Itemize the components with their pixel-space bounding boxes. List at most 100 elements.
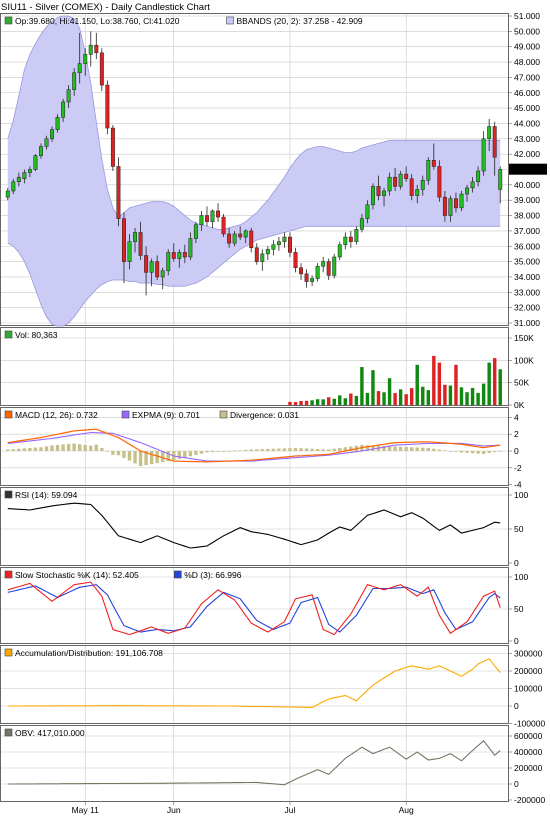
volume-bar	[393, 393, 397, 405]
divergence-bar	[409, 447, 414, 451]
candle-body	[110, 127, 115, 167]
candle-body	[77, 63, 82, 74]
candle	[205, 206, 209, 227]
panel-rsi: 100 50 0 RSI (14): 59.094	[0, 487, 528, 568]
stoch-k-line	[7, 581, 501, 636]
price-legend-label-0: Op:39.680, Hi:41.150, Lo:38.760, Cl:41.0…	[15, 16, 180, 26]
candle-body	[160, 270, 165, 278]
divergence-bar	[481, 451, 486, 455]
candle-body	[365, 204, 370, 219]
candle	[271, 240, 276, 256]
candle	[282, 232, 287, 248]
candle	[138, 221, 143, 261]
x-axis: May 11 Jun Jul Aug	[72, 801, 414, 815]
volume-bar	[304, 400, 309, 405]
obv-legend-label-0: OBV: 417,010.000	[15, 728, 85, 738]
candle-body	[22, 172, 27, 179]
candle	[348, 230, 353, 248]
x-tick-label-1: Jun	[167, 805, 181, 815]
candle	[265, 246, 270, 261]
divergence-bar	[33, 447, 38, 451]
divergence-bar	[22, 448, 27, 451]
candle	[299, 263, 303, 281]
candle-body	[470, 181, 475, 189]
candle-body	[193, 224, 198, 239]
rsi-legend-label-0: RSI (14): 59.094	[15, 490, 78, 500]
candle	[177, 249, 182, 268]
divergence-bar	[44, 446, 49, 451]
price-tick-label-9: 42.000	[514, 149, 540, 159]
divergence-bar	[66, 443, 71, 451]
candle-body	[83, 54, 88, 64]
volume-bar	[492, 358, 497, 405]
candle-body	[382, 190, 386, 196]
divergence-bar	[260, 449, 265, 451]
candle-body	[343, 236, 348, 245]
volume-bar	[409, 388, 414, 405]
chart-title: SIU11 - Silver (COMEX) - Daily Candlesti…	[1, 2, 210, 13]
divergence-bar	[432, 448, 436, 451]
candle	[72, 68, 77, 96]
price-tick-label-11: 40.000	[514, 180, 540, 190]
volume-bar	[315, 399, 320, 405]
divergence-bar	[271, 448, 276, 451]
divergence-bar	[183, 451, 187, 458]
candle-body	[431, 160, 436, 167]
divergence-bar	[349, 446, 353, 451]
stoch-legend-label-1: %D (3): 66.996	[184, 570, 241, 580]
candle	[99, 48, 104, 92]
candle	[376, 175, 381, 201]
ad-legend-swatch-0	[4, 648, 13, 657]
candle	[442, 190, 447, 222]
candle-body	[210, 210, 215, 222]
candle	[171, 243, 176, 262]
candle-body	[238, 233, 243, 238]
candle	[39, 143, 43, 159]
candle-body	[155, 261, 160, 278]
divergence-bar	[454, 451, 458, 452]
candle	[55, 114, 60, 133]
candle-body	[221, 216, 226, 235]
divergence-bar	[188, 451, 193, 457]
divergence-bar	[299, 448, 303, 451]
price-tick-label-6: 45.000	[514, 103, 540, 113]
divergence-bar	[100, 447, 104, 451]
candle	[66, 85, 71, 109]
volume-tick-label-1: 100K	[514, 355, 534, 365]
last-price-marker	[509, 163, 547, 175]
candle	[110, 124, 115, 172]
volume-bar	[498, 369, 502, 405]
divergence-bar	[343, 447, 348, 451]
candle-body	[16, 176, 21, 183]
divergence-bar	[210, 451, 215, 453]
volume-bar	[332, 398, 336, 405]
candle	[232, 230, 237, 247]
candle-body	[216, 210, 220, 218]
obv-tick-label-4: -200000	[514, 795, 545, 805]
candle	[332, 253, 337, 279]
obv-tick-label-1: 400000	[514, 747, 543, 757]
macd-tick-label-2: 0	[514, 446, 519, 456]
price-tick-label-15: 36.000	[514, 241, 540, 251]
volume-bar	[310, 400, 314, 405]
divergence-bar	[116, 451, 121, 456]
price-tick-label-12: 39.000	[514, 195, 540, 205]
divergence-bar	[6, 449, 10, 451]
divergence-bar	[326, 449, 331, 451]
candle	[354, 226, 359, 245]
candle-body	[376, 186, 381, 196]
divergence-bar	[332, 448, 336, 451]
candle-body	[127, 241, 132, 262]
volume-bar	[398, 389, 403, 405]
divergence-bar	[398, 446, 403, 451]
candle	[88, 31, 93, 67]
candle	[5, 187, 10, 201]
candle	[476, 166, 481, 187]
price-tick-label-3: 48.000	[514, 57, 540, 67]
volume-tick-label-2: 50K	[514, 378, 529, 388]
price-tick-label-16: 35.000	[514, 257, 540, 267]
candle	[293, 247, 298, 273]
candle	[426, 157, 431, 185]
divergence-bar	[437, 449, 442, 451]
